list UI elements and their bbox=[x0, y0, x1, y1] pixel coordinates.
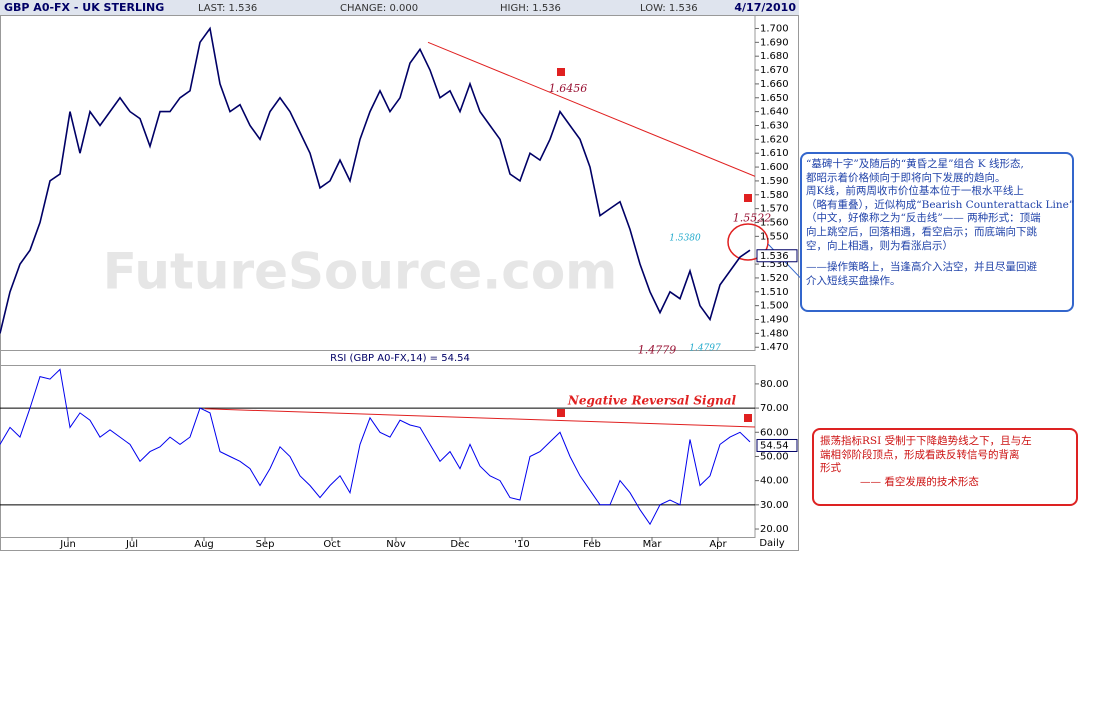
watermark: FutureSource.com bbox=[103, 243, 618, 301]
signal-square bbox=[744, 414, 752, 422]
note-line: （略有重叠），近似构成“Bearish Counterattack Line” bbox=[806, 198, 1075, 211]
y-tick-label: 1.590 bbox=[760, 176, 789, 187]
x-tick-label: Aug bbox=[194, 539, 214, 550]
change: CHANGE: 0.000 bbox=[340, 3, 418, 14]
y-tick-label: 1.530 bbox=[760, 259, 789, 270]
last-value: 1.536 bbox=[760, 251, 789, 262]
series-line bbox=[0, 368, 751, 526]
y-tick-label: 1.640 bbox=[760, 107, 789, 118]
price-annotation: 1.5522 bbox=[733, 211, 772, 224]
y-tick-label: 40.00 bbox=[760, 476, 789, 487]
note-line: 周K线，前两周收市价位基本位于一根水平线上 bbox=[806, 185, 1024, 198]
y-tick-label: 1.690 bbox=[760, 37, 789, 48]
y-tick-label: 1.480 bbox=[760, 328, 789, 339]
y-tick-label: 60.00 bbox=[760, 427, 789, 438]
y-tick-label: 1.660 bbox=[760, 79, 789, 90]
y-tick-label: 1.610 bbox=[760, 148, 789, 159]
last-box bbox=[756, 438, 798, 452]
y-tick-label: 70.00 bbox=[760, 403, 789, 414]
high: HIGH: 1.536 bbox=[500, 3, 561, 14]
x-tick-label: Apr bbox=[709, 539, 727, 550]
trendline bbox=[204, 408, 755, 428]
signal-square bbox=[557, 409, 565, 417]
y-tick-label: 1.500 bbox=[760, 301, 789, 312]
price-annotation: 1.5380 bbox=[669, 233, 701, 243]
y-tick-label: 20.00 bbox=[760, 524, 789, 535]
x-tick-label: Nov bbox=[386, 539, 406, 550]
y-tick-label: 1.680 bbox=[760, 51, 789, 62]
y-tick-label: 1.670 bbox=[760, 65, 789, 76]
last-box bbox=[756, 249, 798, 263]
x-tick-label: '10 bbox=[514, 539, 529, 550]
note-line: 端相邻阶段顶点，形成看跌反转信号的背离 bbox=[820, 448, 1020, 461]
note-line: （中文，好像称之为“反击线”—— 两种形式：顶端 bbox=[806, 212, 1041, 225]
price-annotation: 1.6456 bbox=[549, 82, 588, 95]
note-line: 空，向上相遇，则为看涨启示） bbox=[806, 239, 953, 252]
note-line: ——操作策略上，当逢高介入沽空，并且尽量回避 bbox=[806, 261, 1037, 274]
x-tick-label: Jul bbox=[125, 539, 138, 550]
last-value: 54.54 bbox=[760, 440, 789, 451]
y-tick-label: 30.00 bbox=[760, 500, 789, 511]
signal-square bbox=[557, 68, 565, 76]
y-tick-label: 1.700 bbox=[760, 23, 789, 34]
y-tick-label: 1.520 bbox=[760, 273, 789, 284]
note-line: —— 看空发展的技术形态 bbox=[860, 475, 979, 488]
x-tick-label: Mar bbox=[643, 539, 663, 550]
y-tick-label: 1.580 bbox=[760, 190, 789, 201]
rsi-title: RSI (GBP A0-FX,14) = 54.54 bbox=[330, 353, 470, 364]
y-tick-label: 1.560 bbox=[760, 217, 789, 228]
note-line: 形式 bbox=[820, 462, 841, 475]
x-tick-label: Feb bbox=[583, 539, 601, 550]
plot-area bbox=[0, 26, 755, 334]
note-line: 都昭示着价格倾向于即将向下发展的趋向。 bbox=[806, 171, 1006, 184]
y-tick-label: 1.650 bbox=[760, 93, 789, 104]
price-panel bbox=[0, 15, 756, 351]
note-line: 介入短线买盘操作。 bbox=[806, 274, 901, 287]
rsi-panel bbox=[0, 365, 756, 538]
date: 4/17/2010 bbox=[734, 1, 796, 14]
y-tick-label: 1.600 bbox=[760, 162, 789, 173]
symbol: GBP A0-FX - UK STERLING bbox=[4, 1, 164, 14]
note-blue: “墓碑十字”及随后的“黄昏之星”组合 K 线形态, 都昭示着价格倾向于即将向下发展… bbox=[800, 152, 1074, 312]
y-tick-label: 80.00 bbox=[760, 379, 789, 390]
note-line: 向上跳空后，回落相遇，看空启示；而底端向下跳 bbox=[806, 225, 1037, 238]
signal-label: Negative Reversal Signal bbox=[567, 394, 737, 408]
x-axis-label: Daily bbox=[759, 538, 784, 549]
signal-square bbox=[744, 194, 752, 202]
x-tick-label: Sep bbox=[256, 539, 275, 550]
y-tick-label: 1.550 bbox=[760, 231, 789, 242]
price-annotation: 1.4797 bbox=[689, 343, 721, 353]
note-red: 振荡指标RSI 受制于下降趋势线之下，且与左 端相邻阶段顶点，形成看跌反转信号的背… bbox=[812, 428, 1078, 506]
y-tick-label: 1.570 bbox=[760, 204, 789, 215]
note-line: “墓碑十字”及随后的“黄昏之星”组合 K 线形态, bbox=[806, 158, 1024, 170]
x-tick-label: Oct bbox=[323, 539, 340, 550]
highlight-circle bbox=[727, 223, 769, 261]
y-tick-label: 50.00 bbox=[760, 451, 789, 462]
last: LAST: 1.536 bbox=[198, 3, 257, 14]
y-tick-label: 1.470 bbox=[760, 342, 789, 353]
x-tick-label: Jun bbox=[59, 539, 76, 550]
trendline bbox=[427, 41, 755, 177]
header-bar bbox=[0, 0, 799, 15]
y-tick-label: 1.620 bbox=[760, 134, 789, 145]
note-line: 振荡指标RSI 受制于下降趋势线之下，且与左 bbox=[820, 435, 1032, 447]
plot-area bbox=[0, 368, 755, 526]
y-tick-label: 1.630 bbox=[760, 120, 789, 131]
low: LOW: 1.536 bbox=[640, 3, 698, 14]
y-tick-label: 1.490 bbox=[760, 315, 789, 326]
chart: GBP A0-FX - UK STERLING LAST: 1.536 CHAN… bbox=[0, 0, 800, 551]
x-tick-label: Dec bbox=[450, 539, 469, 550]
y-tick-label: 1.510 bbox=[760, 287, 789, 298]
series-line bbox=[0, 26, 751, 334]
price-annotation: 1.4779 bbox=[638, 343, 677, 356]
